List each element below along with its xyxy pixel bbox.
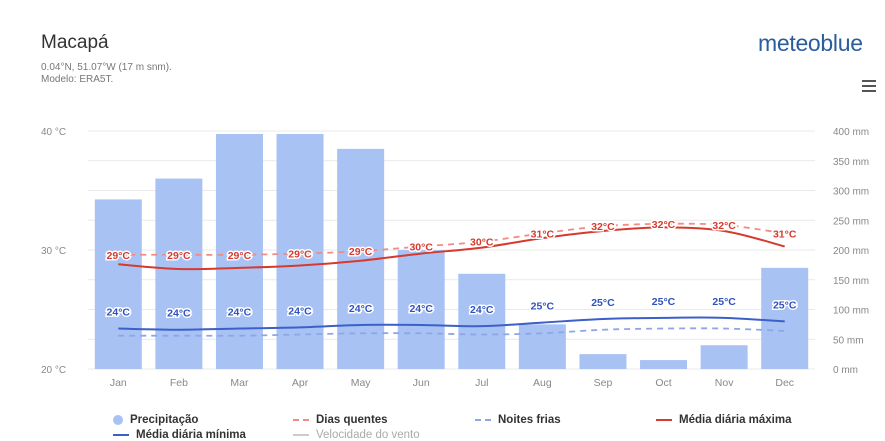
legend-max-swatch — [656, 419, 672, 421]
left-axis-tick-label: 20 °C — [41, 365, 66, 376]
legend-hot-days-swatch — [293, 419, 309, 421]
precipitation-bar — [458, 273, 506, 369]
precipitation-bar — [761, 267, 809, 369]
precipitation-bar — [700, 345, 748, 369]
month-tick-label: Aug — [533, 377, 552, 389]
min-temp-label: 25°C — [652, 296, 676, 308]
legend-hot-days-label: Dias quentes — [316, 414, 388, 426]
min-temp-label: 24°C — [228, 307, 252, 319]
right-axis-tick-label: 0 mm — [833, 365, 858, 376]
max-temp-label: 31°C — [531, 228, 555, 240]
right-axis-tick-label: 300 mm — [833, 187, 869, 198]
min-temp-label: 24°C — [288, 305, 312, 317]
max-temp-label: 31°C — [773, 228, 797, 240]
min-temp-label: 25°C — [712, 296, 736, 308]
max-temp-label: 32°C — [652, 219, 676, 231]
legend-precip-swatch — [113, 415, 123, 425]
legend-max-daily[interactable]: Média diária máxima — [656, 414, 792, 426]
meteoblue-logo[interactable]: meteoblue — [758, 30, 863, 56]
location-title: Macapá — [41, 32, 109, 53]
min-temp-label: 24°C — [409, 303, 433, 315]
legend-precipitation[interactable]: Precipitação — [113, 414, 198, 426]
month-tick-label: Dec — [775, 377, 794, 389]
legend-min-label: Média diária mínima — [136, 429, 246, 441]
month-tick-label: Sep — [594, 377, 613, 389]
max-temp-label: 30°C — [470, 237, 494, 249]
precipitation-bar — [518, 324, 566, 369]
max-temp-label: 29°C — [167, 250, 191, 262]
precipitation-bar — [640, 360, 688, 369]
legend-min-daily[interactable]: Média diária mínima — [113, 429, 246, 441]
min-temp-label: 24°C — [349, 303, 373, 315]
legend-cold-nights-swatch — [475, 419, 491, 421]
month-tick-label: Mar — [230, 377, 249, 389]
month-tick-label: Oct — [655, 377, 671, 389]
legend-cold-nights[interactable]: Noites frias — [475, 414, 561, 426]
min-temp-label: 24°C — [167, 308, 191, 320]
right-axis-tick-label: 100 mm — [833, 306, 869, 317]
min-temp-label: 25°C — [773, 299, 797, 311]
month-tick-label: Jan — [110, 377, 127, 389]
max-temp-label: 32°C — [591, 221, 615, 233]
month-tick-label: Jun — [413, 377, 430, 389]
right-axis-tick-label: 50 mm — [833, 335, 864, 346]
cold-nights-line — [118, 327, 785, 337]
max-daily-line — [118, 226, 785, 271]
legend-min-swatch — [113, 434, 129, 436]
right-axis-tick-label: 150 mm — [833, 276, 869, 287]
max-temp-label: 29°C — [288, 249, 312, 261]
precipitation-bar — [579, 354, 627, 369]
month-tick-label: Apr — [292, 377, 309, 389]
precipitation-bar — [94, 199, 142, 369]
legend-hot-days[interactable]: Dias quentes — [293, 414, 388, 426]
precipitation-bar — [397, 250, 445, 369]
hot-days-line — [118, 222, 785, 256]
right-axis-tick-label: 250 mm — [833, 216, 869, 227]
legend-wind-label: Velocidade do vento — [316, 429, 420, 441]
min-temp-label: 25°C — [531, 301, 555, 313]
hamburger-menu-icon[interactable] — [862, 80, 876, 92]
left-axis-tick-label: 40 °C — [41, 127, 66, 138]
max-temp-label: 29°C — [228, 250, 252, 262]
right-axis-tick-label: 350 mm — [833, 157, 869, 168]
max-temp-label: 32°C — [712, 220, 736, 232]
min-daily-line — [118, 316, 785, 331]
max-temp-label: 29°C — [349, 246, 373, 258]
model-label: Modelo: ERA5T. — [41, 74, 114, 85]
max-temp-label: 29°C — [107, 250, 131, 262]
legend-cold-nights-label: Noites frias — [498, 414, 561, 426]
precipitation-bar — [276, 133, 324, 369]
month-tick-label: Jul — [475, 377, 488, 389]
month-tick-label: Feb — [170, 377, 188, 389]
month-tick-label: Nov — [715, 377, 734, 389]
left-axis-tick-label: 30 °C — [41, 246, 66, 257]
legend-wind-speed[interactable]: Velocidade do vento — [293, 429, 420, 441]
min-temp-label: 24°C — [107, 307, 131, 319]
legend-max-label: Média diária máxima — [679, 414, 792, 426]
precipitation-bar — [155, 178, 203, 369]
legend-precip-label: Precipitação — [130, 414, 199, 426]
min-temp-label: 25°C — [591, 297, 615, 309]
max-temp-label: 30°C — [409, 241, 433, 253]
climate-chart: 400 mm 350 mm 300 mm 250 mm 200 mm 150 mm 100 … — [41, 127, 869, 389]
min-temp-label: 24°C — [470, 304, 494, 316]
right-axis-tick-label: 400 mm — [833, 127, 869, 138]
chart-legend: Precipitação Dias quentes Noites frias M… — [0, 410, 885, 441]
location-coordinates: 0.04°N, 51.07°W (17 m snm). — [41, 62, 172, 73]
right-axis-tick-label: 200 mm — [833, 246, 869, 257]
month-tick-label: May — [351, 377, 372, 389]
legend-wind-swatch — [293, 434, 309, 436]
